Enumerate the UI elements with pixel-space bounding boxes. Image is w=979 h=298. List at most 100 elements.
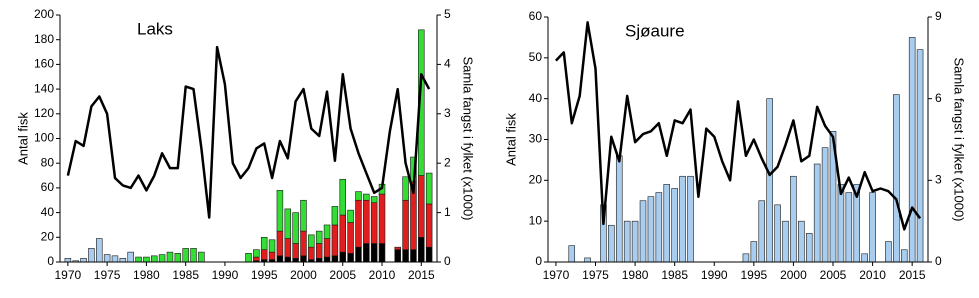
bar [782, 220, 789, 263]
bar [394, 246, 401, 250]
y-tick-label: 20 [41, 229, 55, 243]
bar [103, 254, 111, 263]
bar [378, 193, 386, 244]
bar [347, 253, 354, 263]
bar [402, 199, 409, 250]
bar [276, 230, 284, 257]
bar [190, 248, 197, 263]
bar [631, 220, 639, 263]
bar [845, 192, 853, 263]
bar [766, 98, 773, 263]
y2-tick-label: 2 [444, 155, 451, 169]
y-tick-label: 40 [529, 91, 543, 105]
y-tick-label: 160 [34, 57, 54, 71]
x-tick-label: 1975 [94, 268, 121, 282]
bar [410, 249, 417, 263]
bar [774, 204, 781, 263]
bar [315, 230, 323, 244]
bar [370, 196, 378, 204]
line [66, 45, 431, 219]
x-tick-label: 2005 [820, 268, 847, 282]
bar [119, 257, 127, 263]
bar [900, 249, 908, 263]
bar [347, 209, 354, 223]
bar [837, 184, 845, 263]
bar [300, 230, 307, 257]
bar [363, 199, 370, 244]
bar [821, 147, 829, 263]
bar [80, 257, 87, 263]
x-tick-label: 1970 [543, 268, 570, 282]
bar [331, 206, 339, 226]
bar [284, 256, 292, 263]
y2-tick-label: 0 [935, 254, 942, 268]
x-tick-label: 1980 [622, 268, 649, 282]
y-tick-label: 10 [529, 213, 543, 227]
y2-axis-label: Samla fangst i fylket (x1000) [952, 57, 967, 221]
y-tick-label: 60 [41, 180, 55, 194]
bar [615, 155, 623, 263]
x-tick-label: 1970 [55, 268, 82, 282]
x-tick-label: 2010 [859, 268, 886, 282]
y-tick-label: 120 [34, 106, 54, 120]
bar [292, 257, 299, 263]
y2-tick-label: 0 [444, 254, 451, 268]
x-tick-label: 1985 [172, 268, 199, 282]
bar [347, 222, 354, 254]
bar [339, 178, 346, 216]
bar [425, 246, 433, 263]
bar [284, 208, 292, 239]
x-tick-label: 1990 [212, 268, 239, 282]
bar [425, 203, 433, 248]
y2-tick-label: 3 [444, 106, 451, 120]
y2-tick-label: 5 [444, 7, 451, 21]
bar [339, 214, 346, 253]
x-tick-label: 2010 [369, 268, 396, 282]
bar [158, 254, 166, 263]
bar [323, 256, 331, 263]
y-tick-label: 180 [34, 32, 54, 46]
bar [647, 196, 655, 263]
bar [378, 243, 386, 263]
bar [418, 237, 425, 263]
bar [260, 249, 268, 260]
x-tick-label: 1985 [661, 268, 688, 282]
bar [908, 37, 916, 263]
y-tick-label: 30 [529, 132, 543, 146]
x-tick-label: 2000 [780, 268, 807, 282]
bar [355, 191, 362, 201]
bar [623, 220, 631, 263]
bar [96, 238, 103, 263]
bar [869, 192, 876, 263]
bar [425, 172, 433, 205]
bar [268, 239, 276, 253]
bar [88, 248, 95, 263]
bar [166, 251, 174, 263]
y-tick-label: 60 [529, 9, 543, 23]
bar [742, 253, 750, 263]
bar [300, 199, 307, 232]
bar [268, 251, 276, 260]
bar [174, 253, 182, 263]
bar [790, 175, 797, 263]
bar [253, 256, 260, 262]
y2-axis-label: Samla fangst i fylket (x1000) [461, 56, 476, 220]
y-axis-label: Antal fisk [503, 113, 518, 166]
bar [151, 255, 158, 263]
bar [300, 255, 307, 263]
y-tick-label: 0 [47, 254, 54, 268]
bar [143, 256, 150, 263]
bar [813, 163, 821, 263]
x-tick-label: 1980 [133, 268, 160, 282]
y-axis-label: Antal fisk [15, 112, 30, 165]
y-tick-label: 200 [34, 7, 54, 21]
x-tick-label: 2005 [329, 268, 356, 282]
bar [111, 255, 119, 263]
y-tick-label: 140 [34, 81, 54, 95]
y-tick-label: 40 [41, 205, 55, 219]
bar [276, 255, 284, 263]
bar [639, 200, 647, 263]
y2-tick-label: 1 [444, 205, 451, 219]
y-tick-label: 0 [535, 254, 542, 268]
bar [861, 253, 868, 263]
